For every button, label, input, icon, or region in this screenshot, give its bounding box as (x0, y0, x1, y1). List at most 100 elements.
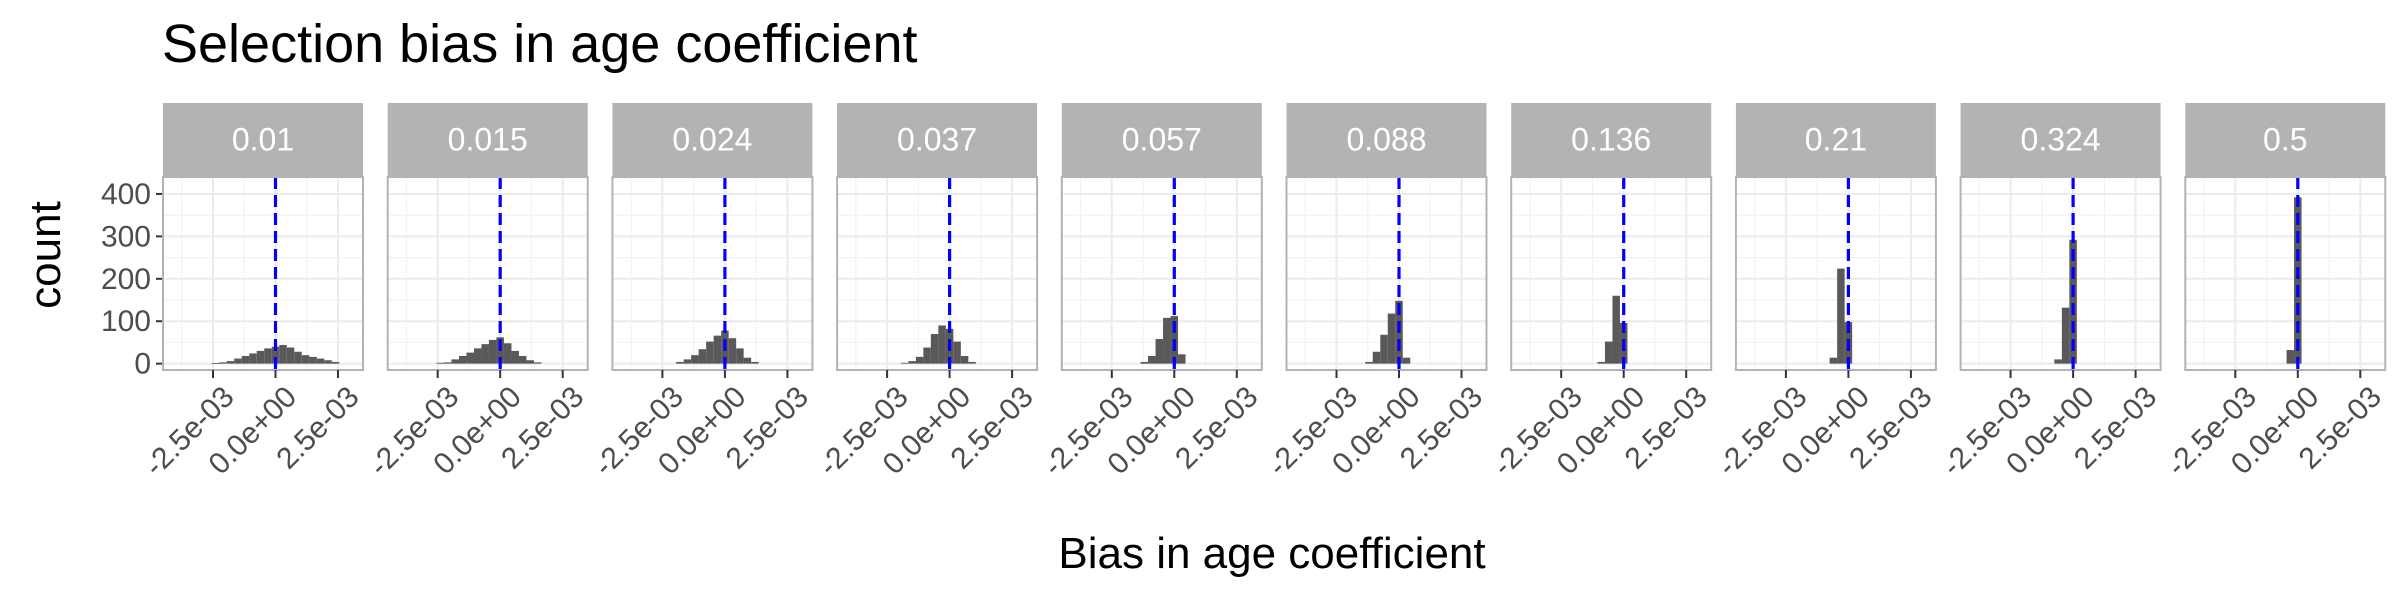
panel-border (2184, 176, 2387, 371)
panel-background (1511, 177, 1712, 370)
chart-title: Selection bias in age coefficient (162, 14, 918, 74)
panel-background (387, 177, 588, 370)
panel-background (1960, 177, 2161, 370)
histogram-bar (1402, 357, 1411, 364)
histogram-bar (713, 335, 722, 364)
facet-strip-label: 0.324 (2021, 122, 2101, 158)
panel-border (386, 176, 589, 371)
histogram-bar (511, 350, 519, 364)
histogram-bar (279, 344, 287, 364)
histogram-bar (1604, 341, 1613, 364)
facet-strip (612, 103, 813, 176)
y-tick-label: 0 (134, 348, 151, 381)
panel-background (612, 177, 813, 370)
histogram-bar (518, 356, 527, 364)
panel-border (1510, 176, 1713, 371)
facet-strip (1286, 103, 1487, 176)
histogram-bar (1178, 354, 1186, 364)
histogram-bar (1148, 356, 1156, 364)
facet-panel-4: 0.037-2.5e-030.0e+002.5e-03 (812, 103, 1040, 483)
histogram-bar (286, 347, 295, 364)
facet-strip-label: 0.21 (1805, 122, 1867, 158)
panel-border (1285, 176, 1488, 371)
panel-background (163, 177, 363, 370)
histogram-bar (526, 360, 534, 364)
panel-border (1060, 176, 1263, 371)
facet-strip (387, 103, 588, 176)
panel-border (836, 176, 1039, 371)
histogram-bar (706, 341, 714, 364)
histogram-bar (436, 362, 444, 364)
histogram-bar (728, 338, 737, 364)
histogram-bar (1837, 268, 1845, 364)
histogram-bar (481, 344, 489, 364)
histogram-bar (256, 350, 265, 364)
histogram-bar (736, 348, 744, 364)
facet-strip-label: 0.5 (2263, 122, 2307, 158)
histogram-bar (241, 356, 250, 364)
histogram-bar (234, 358, 242, 364)
facet-panel-8: 0.21-2.5e-030.0e+002.5e-03 (1711, 103, 1939, 483)
facet-panel-10: 0.5-2.5e-030.0e+002.5e-03 (2161, 103, 2388, 483)
panel-background (1735, 177, 1936, 370)
x-axis-label: Bias in age coefficient (1058, 529, 1485, 578)
facet-panel-9: 0.324-2.5e-030.0e+002.5e-03 (1936, 103, 2163, 483)
histogram-bar (249, 353, 257, 364)
facet-strip-label: 0.057 (1122, 122, 1202, 158)
histogram-bar (271, 346, 280, 364)
histogram-bar (938, 325, 946, 364)
histogram-bar (683, 359, 692, 364)
histogram-bar (698, 349, 707, 364)
histogram-bar (2286, 350, 2295, 364)
histogram-bar (2061, 307, 2070, 364)
panel-border (1959, 176, 2162, 371)
histogram-bar (2294, 197, 2302, 364)
histogram-bar (923, 347, 931, 364)
y-tick-label: 100 (101, 305, 151, 338)
histogram-bar (324, 360, 332, 364)
facet-panel-1: 0.01-2.5e-030.0e+002.5e-03 (138, 103, 366, 483)
histogram-bar (2054, 359, 2062, 364)
histogram-bar (743, 357, 752, 364)
histogram-bar (1140, 361, 1149, 364)
histogram-bar (1163, 317, 1171, 364)
histogram-bar (1597, 361, 1605, 364)
histogram-bar (473, 348, 482, 364)
histogram-bar (1372, 351, 1381, 364)
histogram-bar (443, 362, 452, 364)
facet-strip-label: 0.037 (897, 122, 977, 158)
y-axis-label: count (21, 201, 70, 309)
facet-strip-label: 0.088 (1346, 122, 1426, 158)
histogram-bar (1155, 339, 1164, 364)
histogram-bar (915, 356, 924, 364)
histogram-bar (503, 343, 512, 364)
histogram-bar (316, 358, 325, 364)
facet-panel-2: 0.015-2.5e-030.0e+002.5e-03 (363, 103, 590, 483)
panel-border (162, 176, 364, 371)
histogram-bar (691, 355, 699, 364)
histogram-bar (751, 361, 759, 364)
histogram-bar (900, 362, 909, 364)
facet-strip (837, 103, 1038, 176)
facet-strip (1735, 103, 1936, 176)
histogram-bar (458, 356, 467, 364)
facet-strip (1061, 103, 1262, 176)
panel-background (2185, 177, 2386, 370)
facet-strip (1960, 103, 2161, 176)
histogram-bar (211, 363, 220, 365)
histogram-bar (953, 341, 961, 364)
facet-strip-label: 0.015 (448, 122, 528, 158)
histogram-bar (219, 362, 227, 364)
facet-panels: 01002003004000.01-2.5e-030.0e+002.5e-030… (101, 103, 2388, 483)
y-tick-label: 300 (101, 220, 151, 253)
histogram-bar (226, 361, 235, 364)
panel-border (611, 176, 814, 371)
panel-border (1734, 176, 1937, 371)
histogram-bar (960, 356, 969, 364)
facet-strip (2185, 103, 2386, 176)
facet-panel-3: 0.024-2.5e-030.0e+002.5e-03 (588, 103, 815, 483)
histogram-bar (1829, 357, 1838, 364)
histogram-bar (301, 355, 310, 364)
facet-strip (163, 103, 363, 176)
